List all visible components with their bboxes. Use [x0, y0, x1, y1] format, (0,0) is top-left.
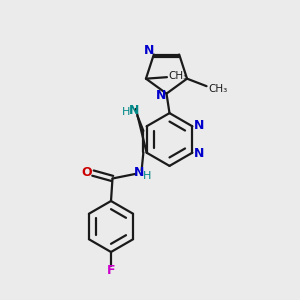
- Text: H: H: [122, 107, 130, 117]
- Text: CH₃: CH₃: [169, 71, 188, 81]
- Text: N: N: [129, 104, 140, 117]
- Text: N: N: [194, 119, 204, 132]
- Text: CH₃: CH₃: [208, 84, 227, 94]
- Text: N: N: [144, 44, 154, 56]
- Text: H: H: [143, 171, 151, 182]
- Text: N: N: [134, 166, 144, 179]
- Text: N: N: [156, 88, 166, 102]
- Text: F: F: [107, 264, 115, 277]
- Text: O: O: [81, 166, 92, 179]
- Text: N: N: [194, 147, 204, 160]
